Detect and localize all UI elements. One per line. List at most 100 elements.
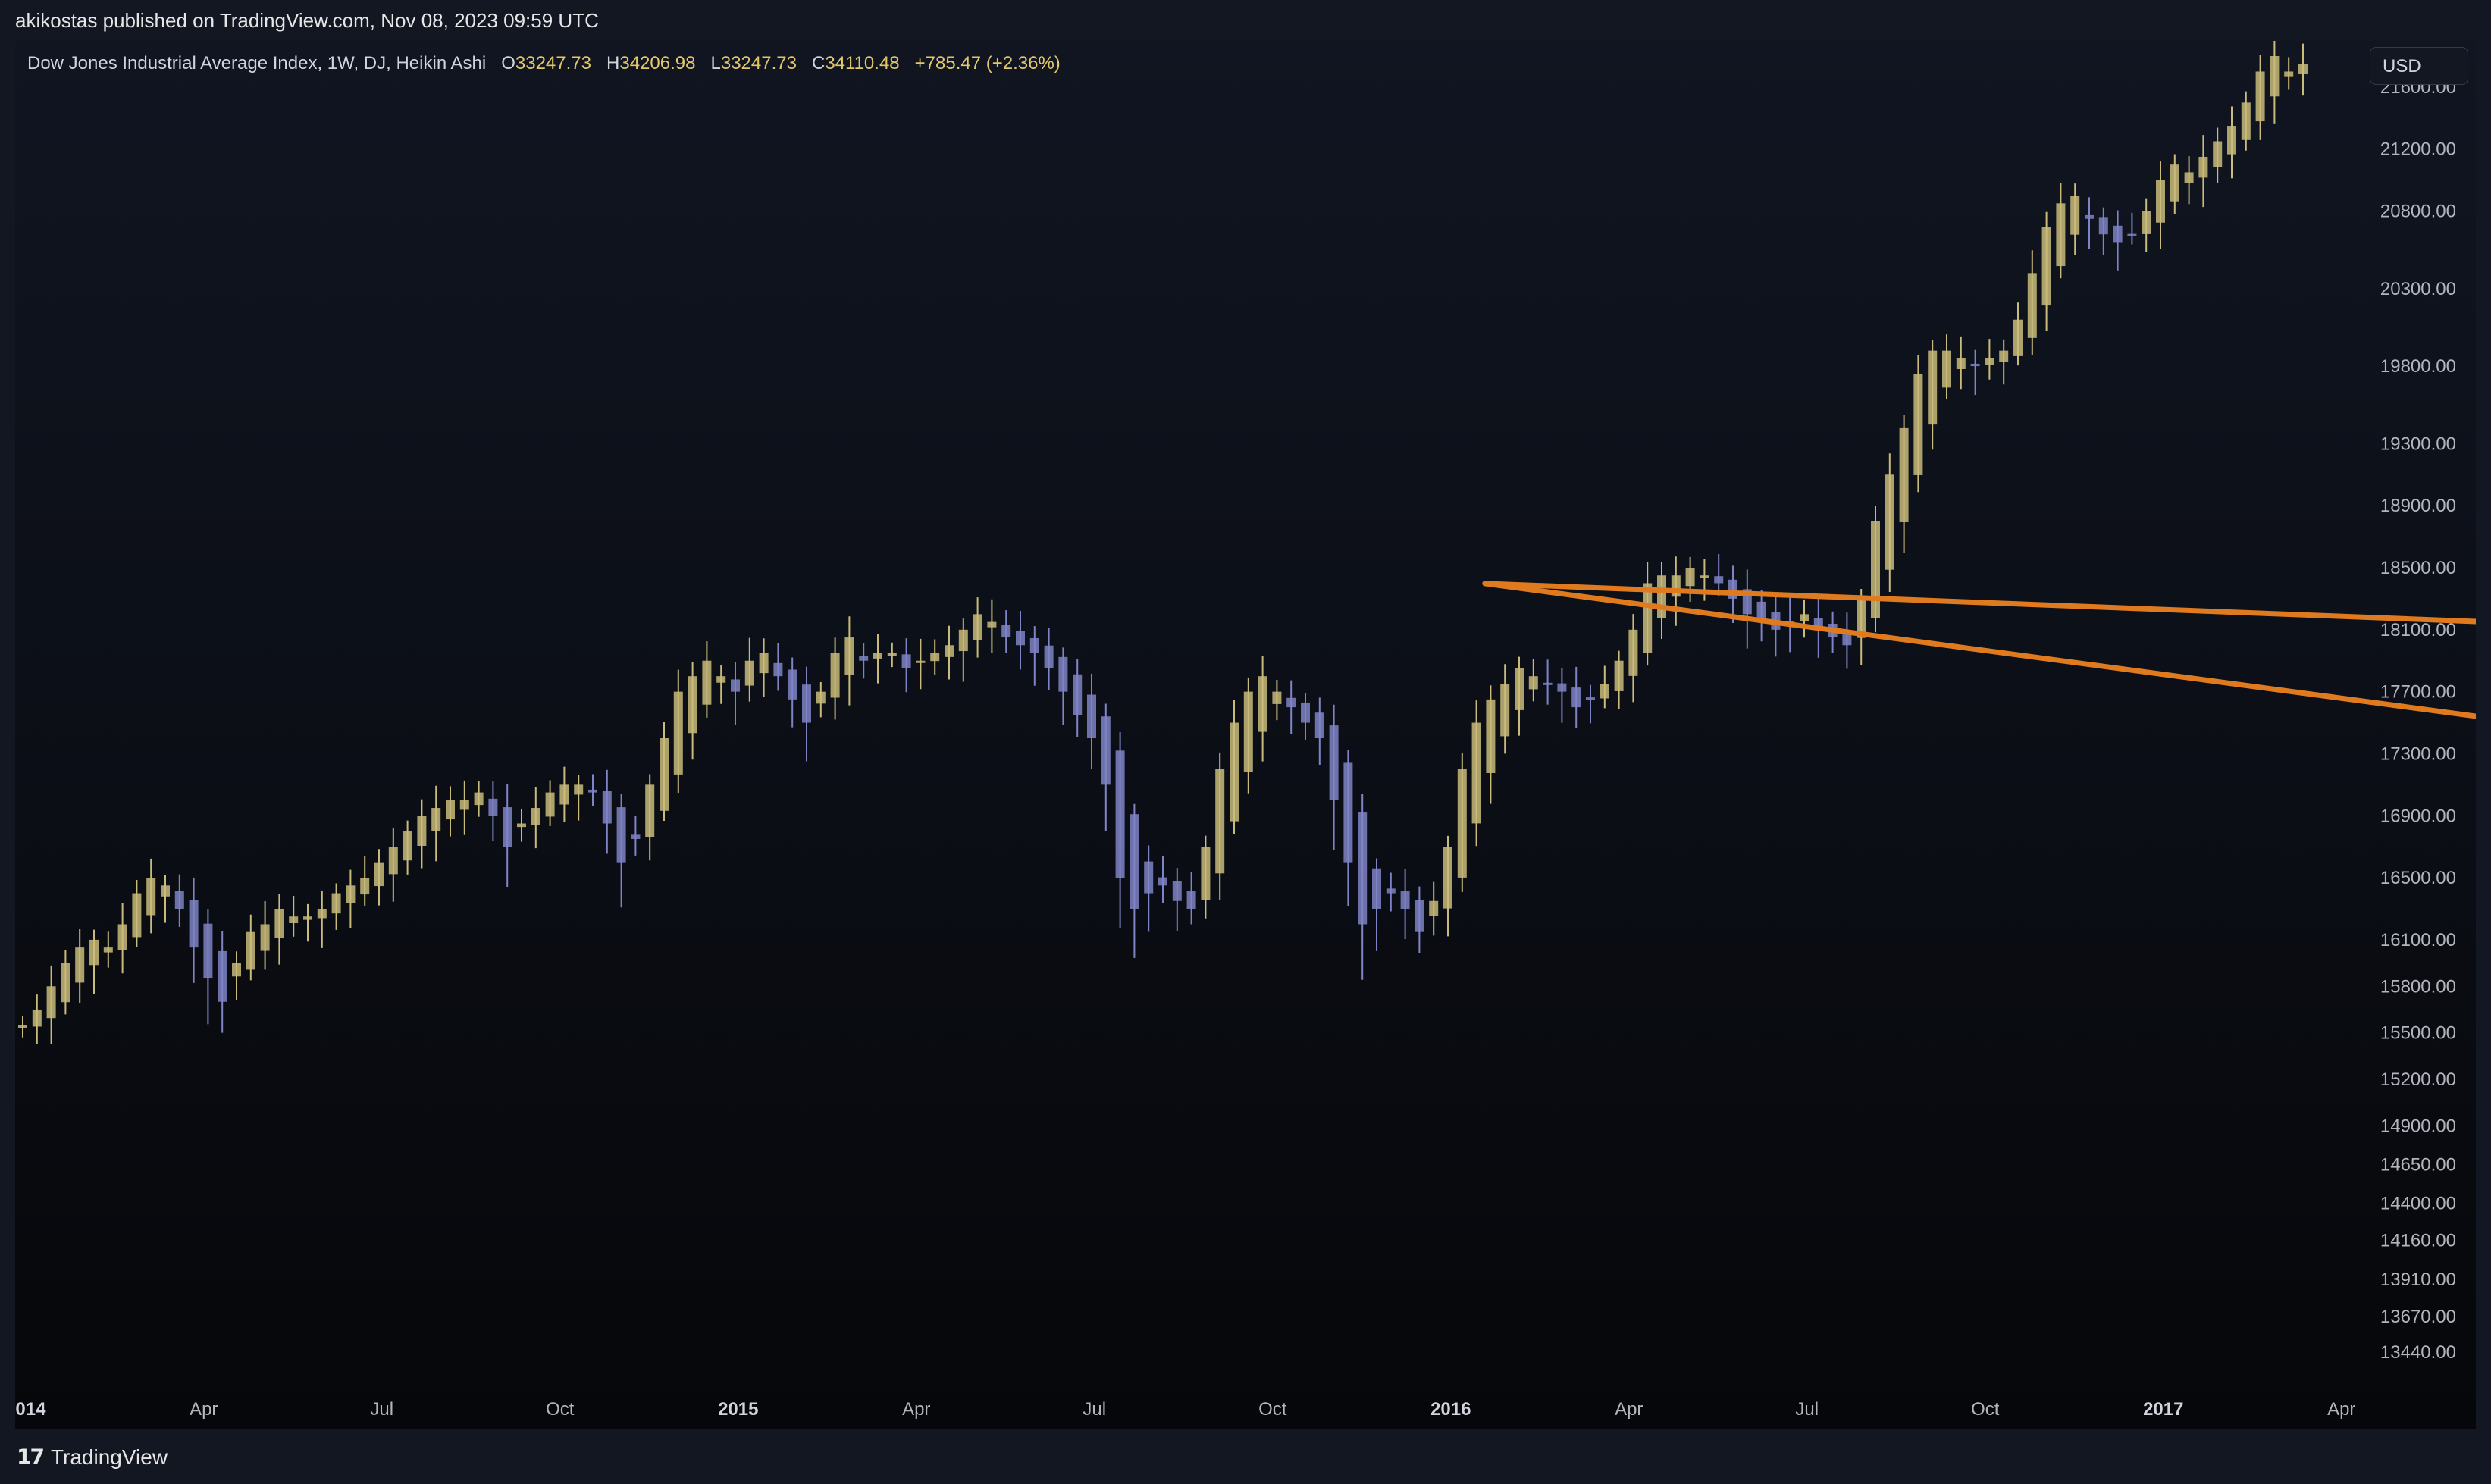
candle (1258, 656, 1267, 762)
candle (203, 909, 213, 1025)
candle (958, 618, 968, 682)
candle (1842, 612, 1852, 669)
candle (1016, 610, 1025, 670)
candle (1643, 562, 1653, 666)
x-tick-label: 2017 (2143, 1399, 2183, 1420)
y-tick-label: 18100.00 (2380, 620, 2456, 640)
candle (1272, 680, 1282, 721)
candle (1557, 668, 1567, 723)
candle (2184, 156, 2194, 205)
y-tick-label: 17700.00 (2380, 682, 2456, 703)
candle (1415, 886, 1424, 953)
candle (788, 657, 797, 728)
y-tick-label: 18500.00 (2380, 558, 2456, 578)
close-label: C (811, 53, 826, 74)
trendline-2[interactable] (1482, 581, 2476, 744)
candle (218, 931, 227, 1033)
candle (759, 638, 769, 698)
currency-label: USD (2383, 56, 2421, 77)
change-value: +785.47 (+2.36%) (914, 53, 1061, 74)
candle (75, 929, 85, 1003)
candle (103, 931, 113, 968)
candle (2213, 127, 2223, 183)
y-tick-label: 16500.00 (2380, 868, 2456, 888)
candle (331, 883, 341, 930)
candle (744, 637, 754, 702)
candle (631, 816, 641, 856)
candle (1358, 794, 1368, 980)
candle (517, 809, 526, 842)
candle (702, 640, 712, 718)
candle (773, 643, 783, 691)
candle (32, 994, 42, 1044)
tradingview-brand[interactable]: 𝟭𝟳 TradingView (17, 1445, 168, 1470)
candle (602, 769, 612, 854)
candle (1044, 628, 1054, 690)
candle (289, 896, 299, 937)
candle (1956, 336, 1966, 390)
candle (1871, 506, 1880, 633)
candle (2284, 57, 2294, 90)
candle (1800, 599, 1809, 638)
candle (1144, 845, 1154, 932)
candle (859, 643, 869, 679)
candle (930, 639, 940, 676)
candle (816, 681, 826, 718)
candle (2013, 302, 2023, 366)
y-tick-label: 14650.00 (2380, 1155, 2456, 1176)
candle (731, 662, 740, 725)
candle (1528, 659, 1538, 702)
x-tick-label: Apr (2327, 1399, 2355, 1420)
y-tick-label: 17300.00 (2380, 744, 2456, 764)
x-tick-label: Jul (1083, 1399, 1106, 1420)
candle (2255, 55, 2265, 140)
candle (1685, 556, 1695, 602)
candle (1714, 553, 1724, 596)
candle (545, 780, 555, 826)
x-tick-label: Oct (1258, 1399, 1287, 1420)
currency-selector[interactable]: USD (2370, 47, 2468, 85)
candle (1486, 685, 1496, 804)
candle (1985, 339, 1994, 380)
candle (901, 638, 911, 693)
tradingview-logo-icon: 𝟭𝟳 (17, 1445, 45, 1469)
candle (18, 1016, 27, 1038)
trendline-1[interactable] (1482, 581, 2476, 643)
candle (1586, 684, 1595, 724)
candle (1400, 869, 1410, 939)
publisher-header: akikostas published on TradingView.com, … (0, 0, 2491, 41)
high-label: H (606, 53, 620, 74)
candle (673, 669, 683, 794)
candle (1301, 693, 1310, 740)
candle (2170, 154, 2179, 214)
candle (844, 616, 854, 706)
x-tick-label: Apr (1615, 1399, 1643, 1420)
candle (1500, 664, 1510, 754)
candle (1058, 647, 1068, 725)
candle (274, 894, 284, 965)
y-tick-label: 14400.00 (2380, 1194, 2456, 1214)
chart-area[interactable]: 21600.00 21200.00 20800.00 20300.00 19800.00… (15, 41, 2476, 1429)
candle (317, 891, 327, 948)
candle (1087, 673, 1096, 769)
candle (830, 637, 840, 720)
candle (1386, 872, 1396, 912)
y-tick-label: 15500.00 (2380, 1023, 2456, 1044)
candle (417, 799, 427, 869)
candle (488, 781, 498, 841)
candle (2027, 250, 2037, 355)
candle (1970, 349, 1980, 396)
price-chart[interactable]: 21600.0021200.0020800.0020300.0019800.00… (15, 41, 2476, 1429)
candle (2127, 212, 2137, 245)
candle (531, 787, 540, 849)
time-axis: 2014 Apr Jul Oct 2015 Apr Jul Oct 2016 Apr Jul Oct 2… (15, 1399, 2355, 1420)
x-tick-label: Apr (902, 1399, 930, 1420)
candle (2156, 161, 2165, 249)
x-tick-label: Jul (1795, 1399, 1819, 1420)
candle (1101, 703, 1111, 831)
candle (1571, 666, 1581, 728)
candle (403, 820, 412, 875)
candle (1614, 650, 1624, 709)
candle (2270, 41, 2280, 124)
candle (574, 775, 584, 821)
